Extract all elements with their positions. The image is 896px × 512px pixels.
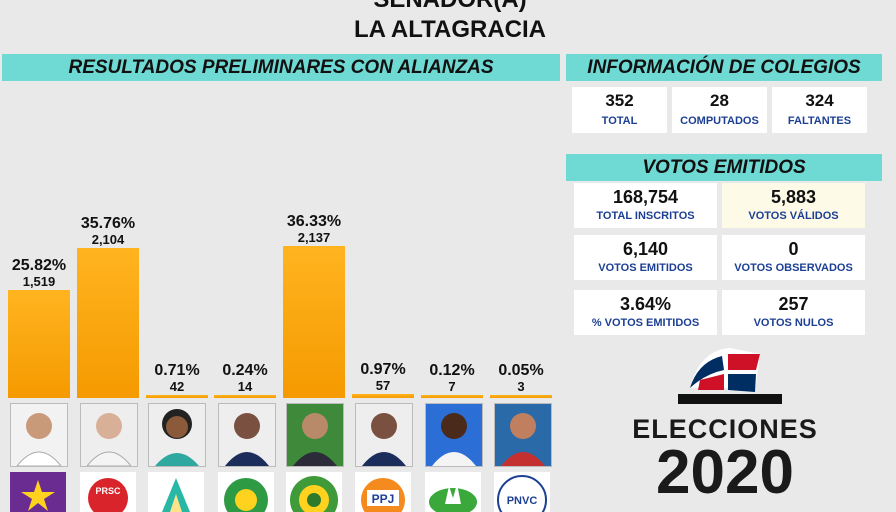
bar-count-label-8: 3 [517,379,525,394]
bar-6 [352,394,414,398]
party-logo-ppj-text: PPJ [372,492,395,506]
page-title-office: SENADOR(A) [0,0,896,14]
bar-8 [490,395,552,398]
candidate-photo-2 [80,403,138,467]
bar-count-label-5: 2,137 [297,230,331,245]
colegios-computados-box: 28 COMPUTADOS [672,87,767,133]
votos-validos-label: VOTOS VÁLIDOS [748,210,839,222]
candidate-photo-3 [148,403,206,467]
bar-percent-label-3: 0.71% [154,362,200,379]
colegios-computados-label: COMPUTADOS [680,115,759,127]
bar-percent-label-4: 0.24% [222,362,268,379]
votos-banner: VOTOS EMITIDOS [566,154,882,181]
candidate-photo-6 [355,403,413,467]
results-bar-chart: 25.82% 1,519 35.76% 2,104 0.71% 42 0.24% 14 36.3… [8,213,552,398]
pct-votos-emitidos-value: 3.64% [619,294,672,314]
votos-nulos-value: 257 [778,294,809,314]
bar-4 [214,395,276,398]
party-logo-hand [425,472,481,512]
colegios-computados-value: 28 [710,91,729,110]
candidate-photo-5 [286,403,344,467]
party-logo-prsc-text: PRSC [95,486,121,496]
votos-validos-value: 5,883 [770,187,817,207]
candidate-photo-8 [494,403,552,467]
party-logo-prsc: PRSC [80,472,136,512]
bar-3 [146,395,208,398]
candidate-photo-7 [425,403,483,467]
elecciones-year: 2020 [656,438,794,507]
bar-count-label-4: 14 [237,379,253,394]
bar-percent-label-5: 36.33% [286,213,342,230]
votos-observados-box: 0 VOTOS OBSERVADOS [722,235,865,280]
party-logo-pnvc-text: PNVC [507,495,538,507]
bar-count-label-3: 42 [169,379,185,394]
party-logo-sunflower [286,472,342,512]
votos-observados-value: 0 [788,239,799,259]
ballot-box-flag-logo [660,340,800,410]
results-banner: RESULTADOS PRELIMINARES CON ALIANZAS [2,54,560,81]
party-logo-green-circle [218,472,274,512]
bar-count-label-1: 1,519 [22,274,56,289]
pct-votos-emitidos-label: % VOTOS EMITIDOS [591,317,700,329]
votos-emitidos-box: 6,140 VOTOS EMITIDOS [574,235,717,280]
colegios-total-label: TOTAL [601,115,638,127]
party-logo-triangle [148,472,204,512]
votos-emitidos-value: 6,140 [622,239,669,259]
total-inscritos-label: TOTAL INSCRITOS [596,210,695,222]
bar-1 [8,290,70,398]
candidate-photo-1 [10,403,68,467]
votos-nulos-box: 257 VOTOS NULOS [722,290,865,335]
bar-count-label-6: 57 [375,378,391,393]
elecciones-word: ELECCIONES [632,414,818,444]
votos-validos-box: 5,883 VOTOS VÁLIDOS [722,183,865,228]
bar-7 [421,395,483,398]
bar-percent-label-2: 35.76% [80,215,136,232]
bar-percent-label-1: 25.82% [11,257,67,274]
bar-5 [283,246,345,398]
bar-percent-label-8: 0.05% [498,362,544,379]
candidate-photo-4 [218,403,276,467]
bar-percent-label-7: 0.12% [429,362,475,379]
colegios-faltantes-box: 324 FALTANTES [772,87,867,133]
bar-count-label-7: 7 [448,379,456,394]
bar-2 [77,248,139,398]
total-inscritos-box: 168,754 TOTAL INSCRITOS [574,183,717,228]
total-inscritos-value: 168,754 [612,187,679,207]
party-logo-star [10,472,66,512]
party-logo-pnvc: PNVC [494,472,550,512]
colegios-faltantes-value: 324 [805,91,834,110]
votos-emitidos-label: VOTOS EMITIDOS [598,262,693,274]
colegios-total-box: 352 TOTAL [572,87,667,133]
party-logo-ppj: PPJ [355,472,411,512]
votos-observados-label: VOTOS OBSERVADOS [734,262,853,274]
colegios-total-value: 352 [605,91,634,110]
votos-nulos-label: VOTOS NULOS [753,317,834,329]
bar-percent-label-6: 0.97% [360,361,406,378]
page-title-province: LA ALTAGRACIA [354,16,546,43]
colegios-faltantes-label: FALTANTES [787,115,852,127]
bar-count-label-2: 2,104 [91,232,125,247]
colegios-banner: INFORMACIÓN DE COLEGIOS [566,54,882,81]
pct-votos-emitidos-box: 3.64% % VOTOS EMITIDOS [574,290,717,335]
